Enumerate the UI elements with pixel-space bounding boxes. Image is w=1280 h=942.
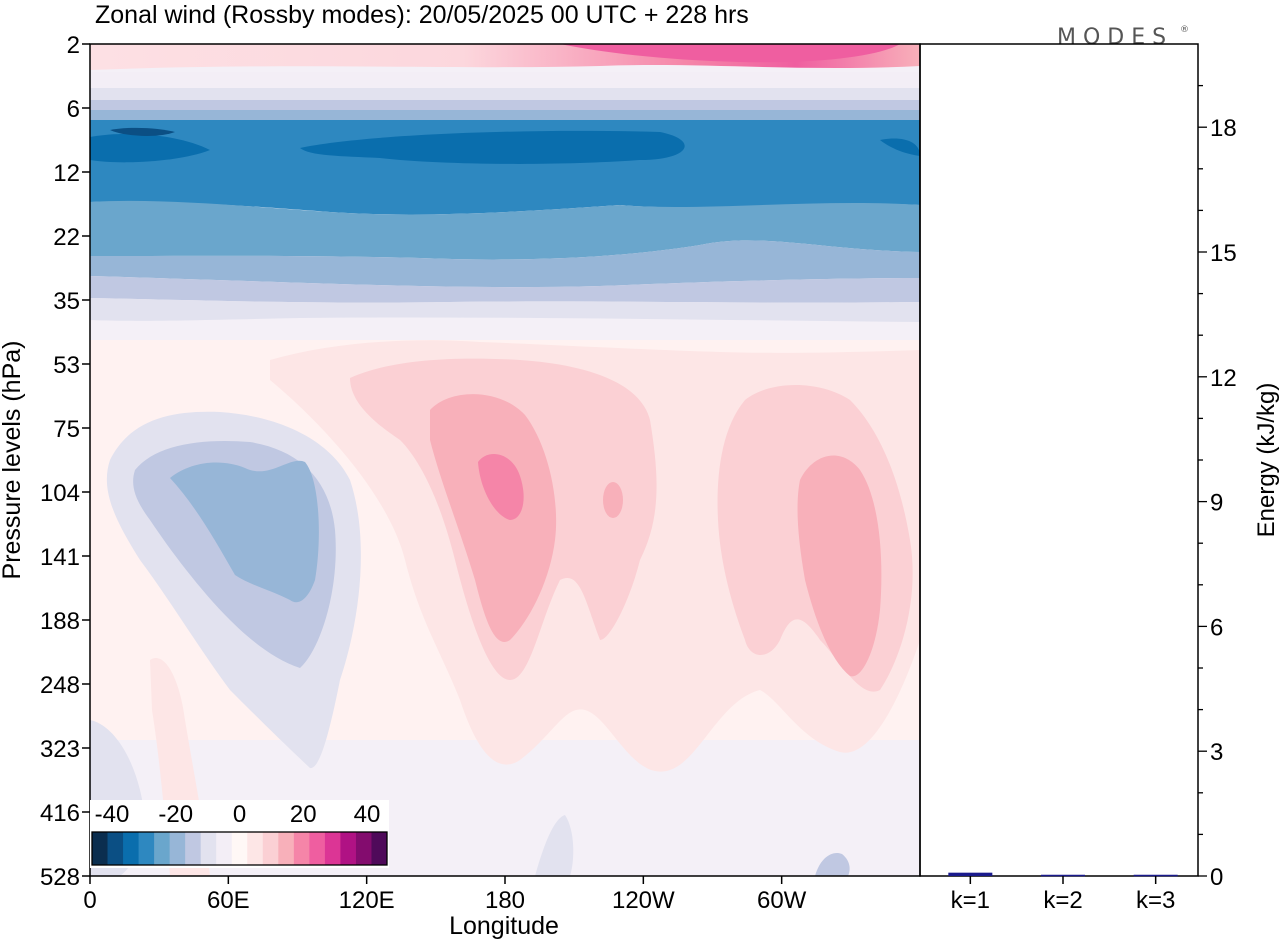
band-light-3 [90,100,920,110]
band-core-2 [300,130,685,164]
energy-category-label: k=2 [1043,887,1082,914]
y-tick-label: 2 [67,32,80,59]
x-axis: 0 60E 120E 180 120W 60W [83,876,807,914]
y-tick-label: 323 [40,736,80,763]
positive-cell-120w [603,482,623,518]
colorbar-swatch [107,832,124,865]
energy-frame [919,43,1199,877]
colorbar-swatch [154,832,171,865]
band-weak-easterly [90,240,920,288]
y-tick-label: 6 [67,96,80,123]
y-tick-label: 35 [53,288,80,315]
band-faint-easterly [90,298,920,322]
colorbar-label: 20 [290,801,317,828]
energy-tick-label: 18 [1210,115,1237,142]
colorbar-swatch [185,832,202,865]
y-axis-left: 2 6 12 22 35 53 75 104 141 188 248 323 416 528 [40,32,90,891]
band-light-2 [90,88,920,100]
band-top-core [560,44,900,63]
colorbar-swatch [123,832,140,865]
energy-bar [1041,874,1085,877]
colorbar-swatch [355,832,372,865]
energy-bar [948,872,993,876]
x-tick-label: 120E [339,887,395,914]
y-tick-label: 248 [40,672,80,699]
y-tick-label: 12 [53,160,80,187]
colorbar-swatch [262,832,279,865]
energy-bar [1133,874,1178,877]
y-tick-label: 22 [53,224,80,251]
energy-tick-label: 9 [1210,490,1223,517]
modes-logo-text: MODES [1057,25,1173,50]
y-tick-label: 53 [53,352,80,379]
energy-tick-label: 3 [1210,739,1223,766]
x-axis-label: Longitude [449,912,559,940]
chart-title: Zonal wind (Rossby modes): 20/05/2025 00… [95,1,749,29]
energy-bars: k=1 k=2 k=3 [948,872,1178,914]
colorbar-swatch [92,832,109,865]
colorbar-swatch [324,832,341,865]
x-tick-label: 60E [207,887,250,914]
colorbar-swatch [340,832,357,865]
wind-field [90,44,920,876]
registered-mark: ® [1180,25,1196,35]
x-tick-label: 60W [757,887,807,914]
band-light-1 [90,72,920,88]
colorbar-label: 40 [354,801,381,828]
y-tick-label: 104 [40,480,80,507]
colorbar-swatch [231,832,248,865]
colorbar: -40 -20 0 20 40 [90,800,389,868]
x-tick-label: 180 [485,887,525,914]
colorbar-label: 0 [233,801,246,828]
y-tick-label: 528 [40,864,80,891]
x-tick-label: 120W [612,887,675,914]
band-core-1 [90,133,210,163]
negative-lower-east [815,852,850,876]
band-core-4 [880,138,920,156]
y-tick-label: 75 [53,416,80,443]
y-axis-label: Pressure levels (hPa) [0,341,26,580]
negative-core [170,460,319,603]
colorbar-swatch [138,832,155,865]
positive-core-180 [478,453,524,520]
energy-axis-label: Energy (kJ/kg) [1253,383,1280,538]
energy-category-label: k=3 [1136,887,1175,914]
colorbar-swatch [371,832,388,865]
colorbar-swatch [216,832,233,865]
band-light-easterly [90,276,920,303]
energy-tick-label: 0 [1210,864,1223,891]
colorbar-label: -40 [95,801,130,828]
colorbar-frame [91,831,388,866]
x-tick-label: 0 [83,887,96,914]
y-tick-label: 141 [40,544,80,571]
y-tick-label: 188 [40,608,80,635]
positive-strong-180 [430,394,557,642]
band-core-3 [110,127,175,136]
energy-tick-label: 6 [1210,614,1223,641]
energy-tick-label: 12 [1210,365,1237,392]
colorbar-swatch [169,832,186,865]
positive-strong-60w [797,455,882,677]
y-tick-label: 416 [40,800,80,827]
band-moderate-easterly [90,200,920,260]
band-light-4 [90,110,920,120]
negative-lower-tongue [535,815,574,876]
colorbar-swatch [247,832,264,865]
colorbar-swatch [309,832,326,865]
energy-category-label: k=1 [951,887,990,914]
colorbar-swatch [278,832,295,865]
energy-axis: 0 3 6 9 12 15 18 [1198,84,1237,891]
energy-tick-label: 15 [1210,240,1237,267]
modes-logo: MODES ® [1057,25,1196,50]
colorbar-swatch [293,832,310,865]
colorbar-label: -20 [158,801,193,828]
band-strong-easterly [90,120,920,215]
colorbar-swatch [200,832,217,865]
